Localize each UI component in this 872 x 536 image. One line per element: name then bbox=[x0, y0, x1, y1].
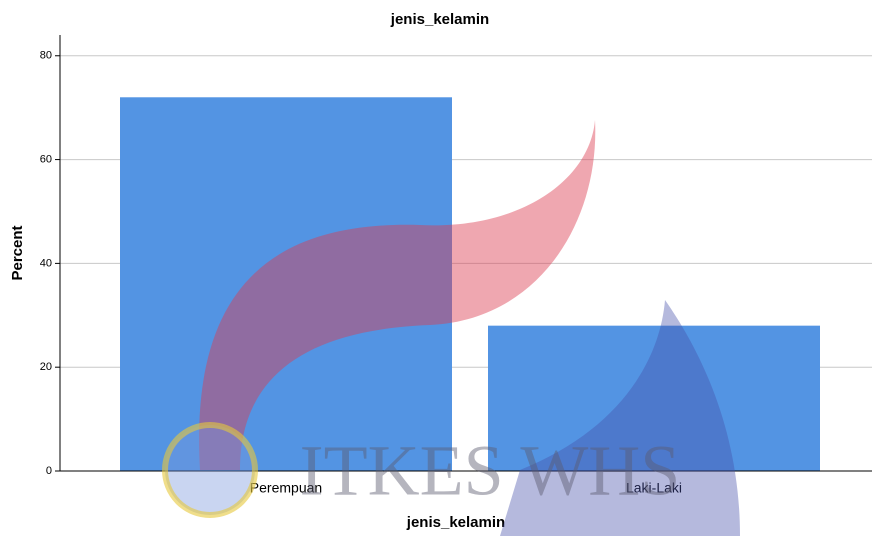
watermark-swoosh bbox=[199, 120, 596, 470]
y-tick-label: 80 bbox=[40, 50, 52, 62]
x-axis-label: jenis_kelamin bbox=[406, 514, 505, 531]
bar bbox=[120, 97, 452, 472]
y-tick-label: 0 bbox=[46, 465, 52, 477]
y-tick-label: 20 bbox=[40, 361, 52, 373]
y-tick-label: 40 bbox=[40, 257, 52, 269]
bar bbox=[488, 325, 820, 471]
watermark-globe bbox=[162, 422, 258, 518]
y-tick-label: 60 bbox=[40, 153, 52, 165]
x-tick-label: Laki-Laki bbox=[626, 480, 682, 496]
y-axis-label: Percent bbox=[9, 225, 26, 280]
x-tick-label: Perempuan bbox=[250, 480, 322, 496]
chart-title: jenis_kelamin bbox=[390, 11, 489, 28]
watermark-drop bbox=[500, 300, 740, 536]
watermark-text: ITKES WHS bbox=[300, 431, 681, 511]
